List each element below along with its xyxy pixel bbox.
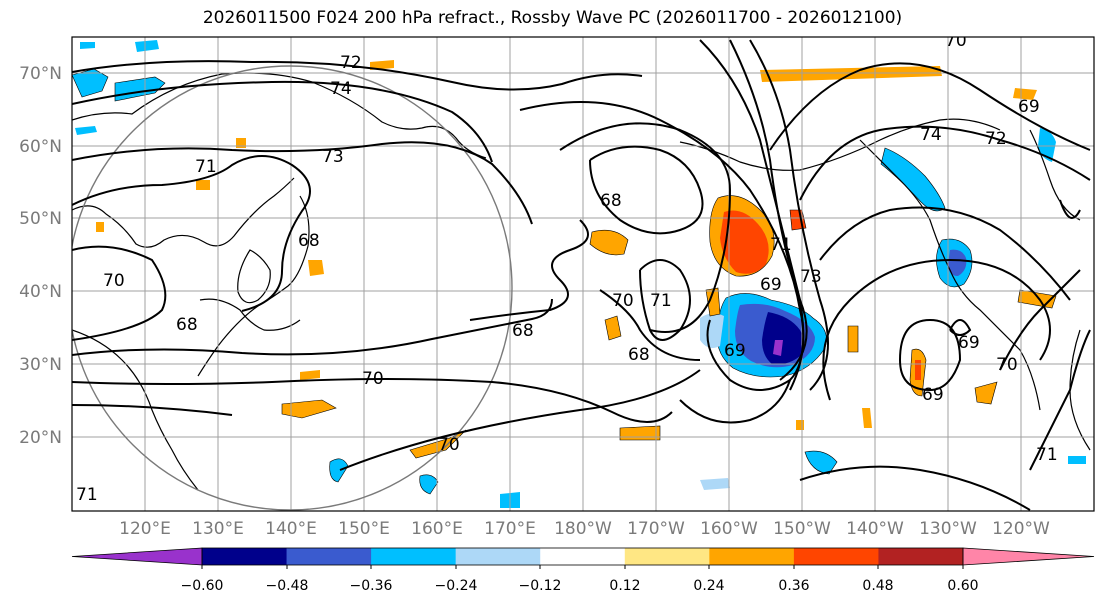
gridlines (72, 37, 1094, 511)
lon-tick-label: 130°E (192, 519, 244, 539)
colorbar-labels: −0.60 −0.48 −0.36 −0.24 −0.12 0.12 0.24 … (181, 578, 979, 594)
contour-label: 69 (724, 341, 746, 361)
lon-tick-label: 160°E (411, 519, 463, 539)
contour-label: 69 (958, 333, 980, 353)
colorbar-swatch (371, 548, 457, 565)
contour-label: 70 (945, 31, 967, 51)
lon-tick-label: 140°E (265, 519, 317, 539)
refractivity-contours (72, 39, 1091, 511)
lat-tick-label: 60°N (19, 137, 62, 157)
anomaly-fills (72, 40, 1086, 508)
colorbar-swatch (793, 548, 879, 565)
colorbar-swatch (286, 548, 372, 565)
colorbar-label: −0.24 (435, 578, 478, 594)
lon-tick-label: 160°W (700, 519, 758, 539)
lat-tick-label: 40°N (19, 282, 62, 302)
colorbar-swatch (540, 548, 626, 565)
lon-tick-label: 150°E (338, 519, 390, 539)
lon-tick-label: 120°E (119, 519, 171, 539)
lon-tick-label: 180°W (554, 519, 612, 539)
lon-tick-label: 150°W (773, 519, 831, 539)
contour-label: 73 (800, 267, 822, 287)
contour-label: 68 (512, 321, 534, 341)
colorbar-ticks (201, 565, 964, 569)
colorbar-swatch (455, 548, 541, 565)
contour-label: 70 (103, 271, 125, 291)
contour-label: 68 (176, 315, 198, 335)
lon-tick-label: 170°E (484, 519, 536, 539)
contour-label: 70 (612, 291, 634, 311)
colorbar-swatches (72, 548, 1094, 565)
colorbar-label: −0.60 (181, 578, 224, 594)
colorbar-swatch (709, 548, 795, 565)
lon-tick-label: 140°W (846, 519, 904, 539)
colorbar-swatch (72, 548, 202, 565)
contour-label: 68 (298, 231, 320, 251)
influence-circle (72, 65, 513, 511)
colorbar-label: 0.36 (778, 578, 809, 594)
colorbar-swatch (202, 548, 288, 565)
colorbar-swatch (624, 548, 710, 565)
colorbar-swatch (963, 548, 1094, 565)
lon-tick-labels: 120°E 130°E 140°E 150°E 160°E 170°E 180°… (119, 519, 1050, 539)
contour-label: 74 (330, 79, 352, 99)
map-frame (71, 36, 1095, 512)
lat-tick-label: 50°N (19, 209, 62, 229)
contour-label: 69 (922, 385, 944, 405)
contour-label: 71 (195, 157, 217, 177)
colorbar-label: −0.48 (266, 578, 309, 594)
contour-label: 70 (996, 355, 1018, 375)
lat-tick-label: 70°N (19, 64, 62, 84)
lon-tick-label: 130°W (919, 519, 977, 539)
contour-label: 72 (340, 53, 362, 73)
lon-tick-label: 170°W (627, 519, 685, 539)
lon-tick-label: 120°W (992, 519, 1050, 539)
contour-label: 71 (76, 485, 98, 505)
contour-label: 72 (985, 129, 1007, 149)
contour-label: 71 (1036, 445, 1058, 465)
contour-label: 74 (920, 125, 942, 145)
map-title: 2026011500 F024 200 hPa refract., Rossby… (202, 8, 903, 28)
colorbar-frame (201, 547, 964, 566)
colorbar-label: 0.60 (947, 578, 978, 594)
contour-label: 73 (322, 147, 344, 167)
contour-label: 71 (650, 291, 672, 311)
lat-tick-label: 20°N (19, 428, 62, 448)
colorbar-swatch (878, 548, 964, 565)
colorbar-label: 0.48 (862, 578, 893, 594)
colorbar-label: −0.36 (350, 578, 393, 594)
colorbar-label: −0.12 (519, 578, 562, 594)
colorbar: −0.60 −0.48 −0.36 −0.24 −0.12 0.12 0.24 … (71, 547, 1095, 594)
colorbar-label: 0.24 (693, 578, 724, 594)
contour-label: 68 (628, 345, 650, 365)
contour-label: 68 (600, 191, 622, 211)
lat-tick-label: 30°N (19, 355, 62, 375)
colorbar-label: 0.12 (609, 578, 640, 594)
contour-labels: 72 74 73 71 70 68 68 71 70 69 68 68 70 6… (76, 31, 1058, 505)
contour-label: 70 (362, 369, 384, 389)
contour-label: 70 (438, 435, 460, 455)
contour-label: 69 (760, 275, 782, 295)
contour-label: 71 (770, 235, 792, 255)
lat-tick-labels: 70°N 60°N 50°N 40°N 30°N 20°N (19, 64, 62, 448)
contour-label: 69 (1018, 97, 1040, 117)
coastlines (72, 72, 1091, 491)
